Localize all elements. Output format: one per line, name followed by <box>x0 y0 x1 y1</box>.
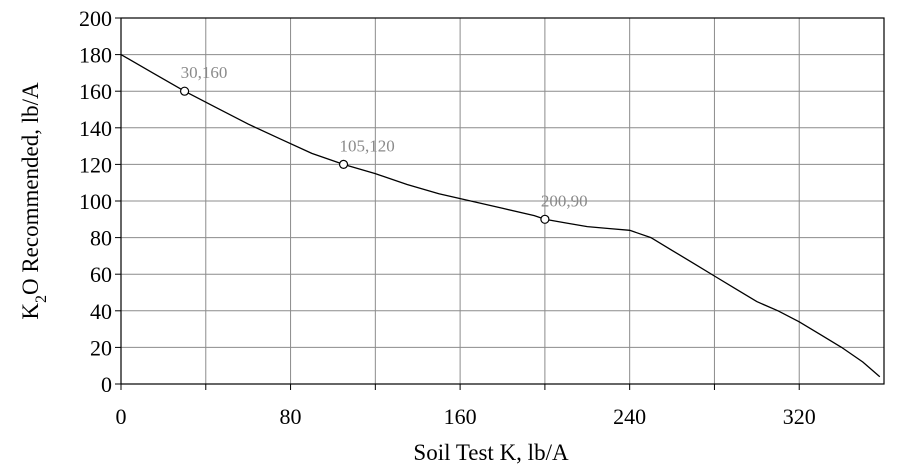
y-tick-label: 200 <box>79 6 112 31</box>
series-line <box>120 54 881 378</box>
y-axis-label-subscript: 2 <box>33 295 50 303</box>
markers: 30,160 105,120 200,90 <box>179 63 588 224</box>
x-tick-label: 240 <box>613 404 646 429</box>
y-axis-label-rest: O Recommended, lb/A <box>18 82 43 295</box>
y-tick-label: 160 <box>79 79 112 104</box>
x-tick-label: 320 <box>783 404 816 429</box>
y-tick-labels: 0 20 40 60 80 100 120 140 160 180 200 <box>79 6 112 397</box>
y-tick-label: 80 <box>90 226 112 251</box>
data-point <box>179 86 190 96</box>
y-tick-label: 140 <box>79 116 112 141</box>
x-tick-labels: 0 80 160 240 320 <box>116 404 816 429</box>
data-point-label: 30,160 <box>181 63 228 82</box>
data-point-label: 200,90 <box>541 191 588 210</box>
y-tick-label: 100 <box>79 189 112 214</box>
y-tick-label: 60 <box>90 262 112 287</box>
x-tick-label: 80 <box>280 404 302 429</box>
grid <box>121 17 884 385</box>
x-tick-label: 0 <box>116 404 127 429</box>
y-tick-label: 40 <box>90 299 112 324</box>
y-axis-label: K2O Recommended, lb/A <box>18 82 50 320</box>
y-tick-label: 120 <box>79 152 112 177</box>
x-axis-label: Soil Test K, lb/A <box>413 440 569 465</box>
x-tick-label: 160 <box>444 404 477 429</box>
data-point <box>540 214 550 224</box>
data-point-label: 105,120 <box>340 136 395 155</box>
tick-marks <box>115 17 800 390</box>
y-axis-label-main: K <box>18 303 43 320</box>
data-point <box>338 159 349 169</box>
y-tick-label: 20 <box>90 335 112 360</box>
y-tick-label: 180 <box>79 43 112 68</box>
y-tick-label: 0 <box>101 372 112 397</box>
